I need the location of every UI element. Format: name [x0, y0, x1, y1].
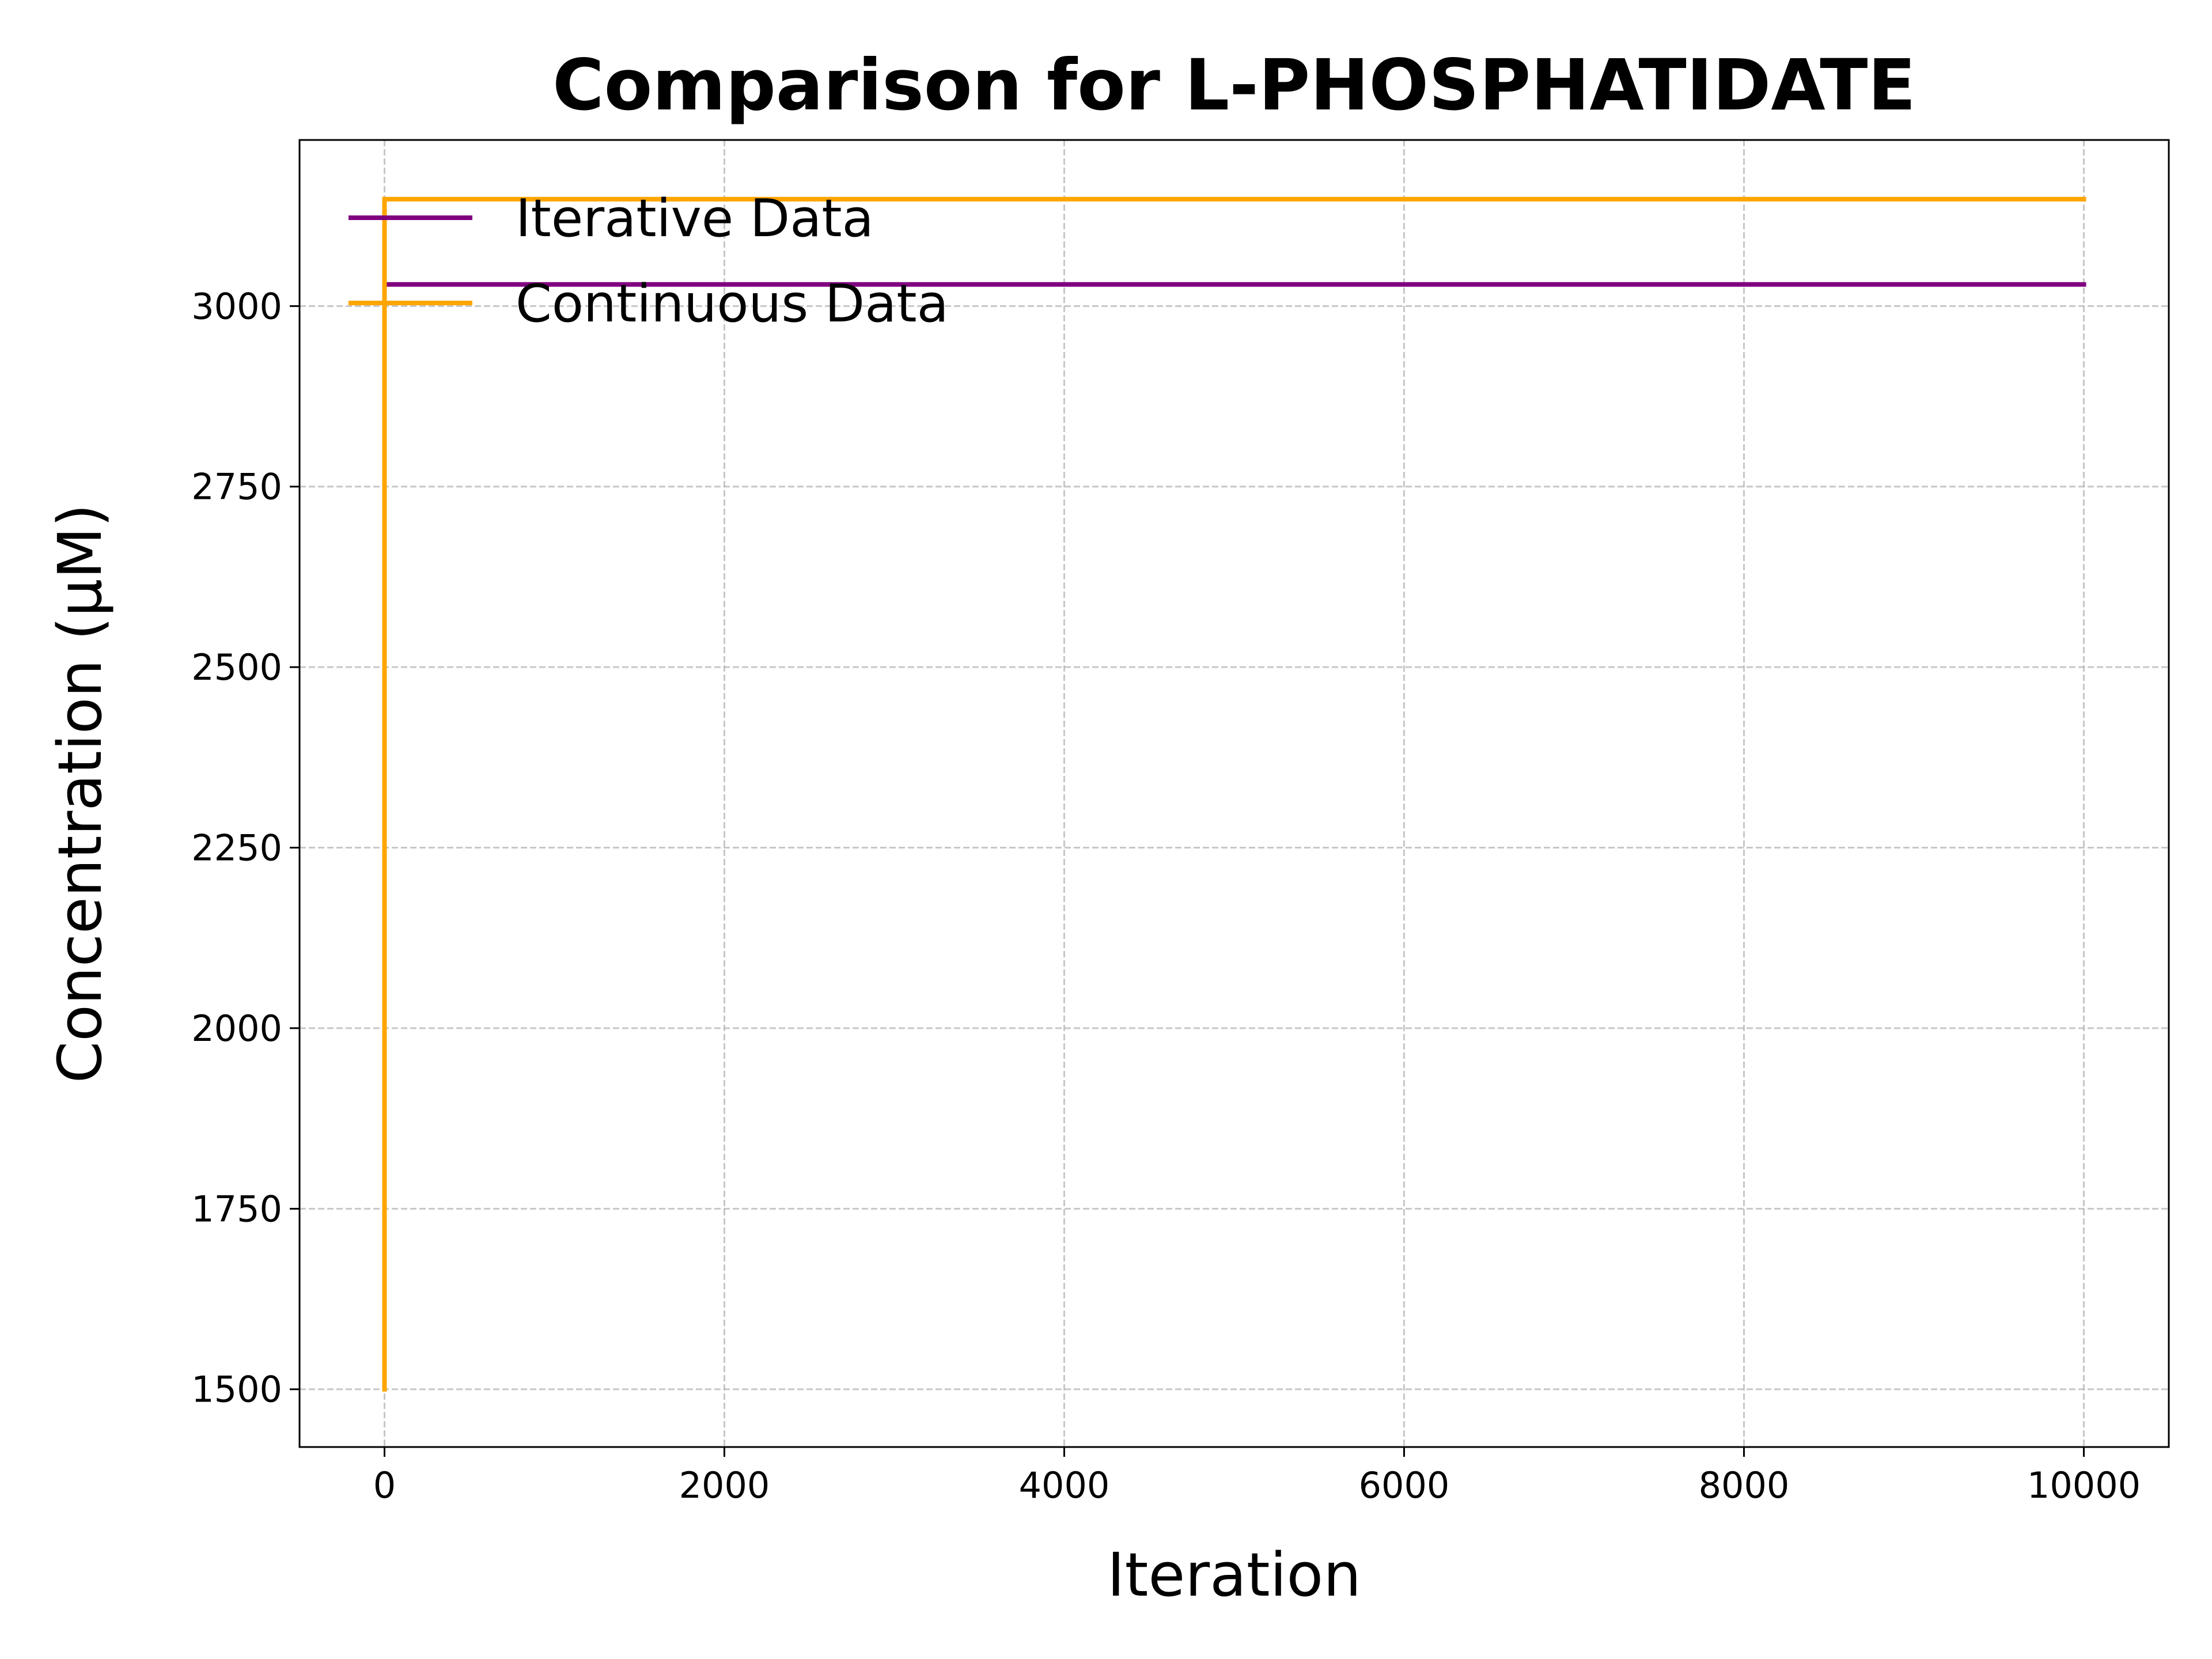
legend-label: Continuous Data: [516, 274, 949, 334]
y-tick-label: 2500: [191, 646, 282, 688]
x-axis-label: Iteration: [1107, 1540, 1361, 1610]
x-tick-label: 2000: [679, 1464, 770, 1506]
series-lines: [382, 196, 2086, 1392]
plot-area-frame: [298, 139, 2170, 1448]
y-tick-label: 2750: [191, 466, 282, 508]
legend-label: Iterative Data: [516, 188, 874, 249]
series-line: [382, 196, 2086, 1392]
x-axis: 0 2000 4000 6000 8000 10000: [373, 1447, 2141, 1506]
y-tick-label: 2250: [191, 827, 282, 869]
chart-title: Comparison for L-PHOSPHATIDATE: [552, 44, 1916, 126]
x-tick-label: 10000: [2027, 1464, 2141, 1506]
x-tick-label: 4000: [1019, 1464, 1110, 1506]
y-tick-label: 1500: [191, 1369, 282, 1411]
x-tick-label: 8000: [1699, 1464, 1790, 1506]
y-tick-label: 1750: [191, 1188, 282, 1230]
x-tick-label: 0: [373, 1464, 396, 1506]
legend: Iterative Data Continuous Data: [349, 188, 949, 334]
y-tick-label: 2000: [191, 1007, 282, 1050]
grid-lines: [300, 140, 2169, 1447]
y-tick-label: 3000: [191, 285, 282, 327]
x-tick-label: 6000: [1359, 1464, 1450, 1506]
y-axis: 1500 1750 2000 2250 2500 2750 3000: [191, 285, 300, 1411]
y-axis-label: Concentration (μM): [45, 504, 115, 1084]
